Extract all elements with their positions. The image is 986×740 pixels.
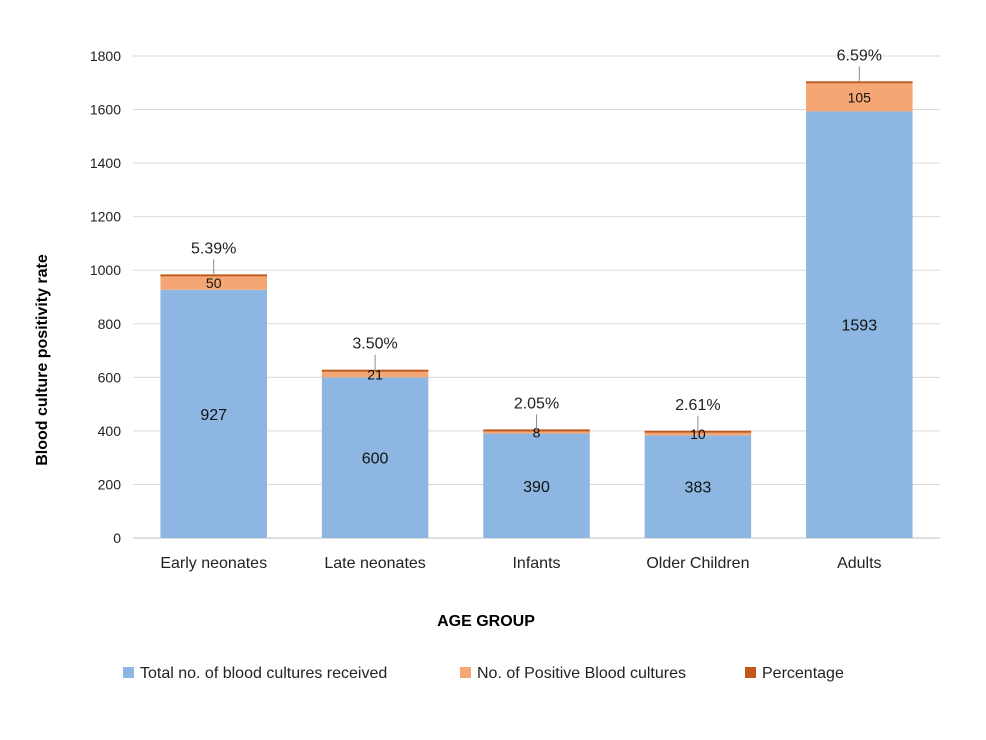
legend: Total no. of blood cultures received No. … xyxy=(123,665,844,682)
y-tick-label: 1000 xyxy=(90,262,121,278)
data-label-total: 927 xyxy=(200,407,227,424)
y-tick-label: 200 xyxy=(98,476,122,492)
bar-positive xyxy=(321,371,429,378)
data-label-percentage: 6.59% xyxy=(837,47,882,64)
data-label-positive: 105 xyxy=(848,89,872,105)
data-label-percentage: 3.50% xyxy=(352,336,397,353)
legend-entry: Percentage xyxy=(762,665,844,682)
x-axis-title: AGE GROUP xyxy=(437,613,535,630)
y-tick-label: 1200 xyxy=(90,209,121,225)
bar-positive xyxy=(160,276,267,290)
legend-entry: Total no. of blood cultures received xyxy=(140,665,387,682)
bar-total xyxy=(321,377,429,538)
bar-total xyxy=(160,289,267,538)
gridlines xyxy=(133,55,940,539)
data-label-total: 600 xyxy=(362,451,389,468)
data-label-total: 1593 xyxy=(842,318,878,335)
bar-positive xyxy=(806,83,913,112)
x-tick-label: Late neonates xyxy=(324,555,425,572)
y-tick-label: 1400 xyxy=(90,155,121,171)
y-tick-label: 1800 xyxy=(90,48,121,64)
data-label-positive: 21 xyxy=(367,367,383,383)
y-tick-label: 1600 xyxy=(90,102,121,118)
x-tick-label: Adults xyxy=(837,555,881,572)
bar-total xyxy=(806,111,913,539)
x-tick-label: Older Children xyxy=(646,555,749,572)
bars: 927 50 5.39% 600 21 3.50% 390 8 2.05% 383 10 2.61% 1… xyxy=(160,47,913,539)
legend-swatch xyxy=(745,667,756,678)
x-axis-ticks: Early neonates Late neonates Infants Older … xyxy=(160,555,881,572)
y-tick-label: 0 xyxy=(113,530,121,546)
bar-percentage xyxy=(644,430,752,433)
bar-total xyxy=(644,435,752,538)
data-label-percentage: 5.39% xyxy=(191,240,236,257)
y-tick-label: 600 xyxy=(98,369,122,385)
bar-percentage xyxy=(160,274,267,277)
data-label-percentage: 2.61% xyxy=(675,397,720,414)
legend-swatch xyxy=(123,667,134,678)
data-label-total: 383 xyxy=(685,480,712,497)
y-axis-ticks: 0 200 400 600 800 1000 1200 1400 1600 1800 xyxy=(90,48,121,546)
bar-positive xyxy=(483,431,590,434)
data-label-positive: 10 xyxy=(690,426,706,442)
y-axis-title: Blood culture positivity rate xyxy=(34,254,51,466)
bar-positive xyxy=(644,432,752,436)
x-tick-label: Early neonates xyxy=(160,555,267,572)
x-tick-label: Infants xyxy=(512,555,560,572)
legend-entry: No. of Positive Blood cultures xyxy=(477,665,686,682)
y-tick-label: 800 xyxy=(98,316,122,332)
bar-total xyxy=(483,433,590,538)
data-label-positive: 50 xyxy=(206,275,222,291)
bar-percentage xyxy=(806,81,913,84)
bar-percentage xyxy=(483,429,590,432)
y-tick-label: 400 xyxy=(98,423,122,439)
data-label-total: 390 xyxy=(523,479,550,496)
bar-percentage xyxy=(321,369,429,372)
legend-swatch xyxy=(460,667,471,678)
data-label-percentage: 2.05% xyxy=(514,395,559,412)
data-label-positive: 8 xyxy=(533,424,541,440)
